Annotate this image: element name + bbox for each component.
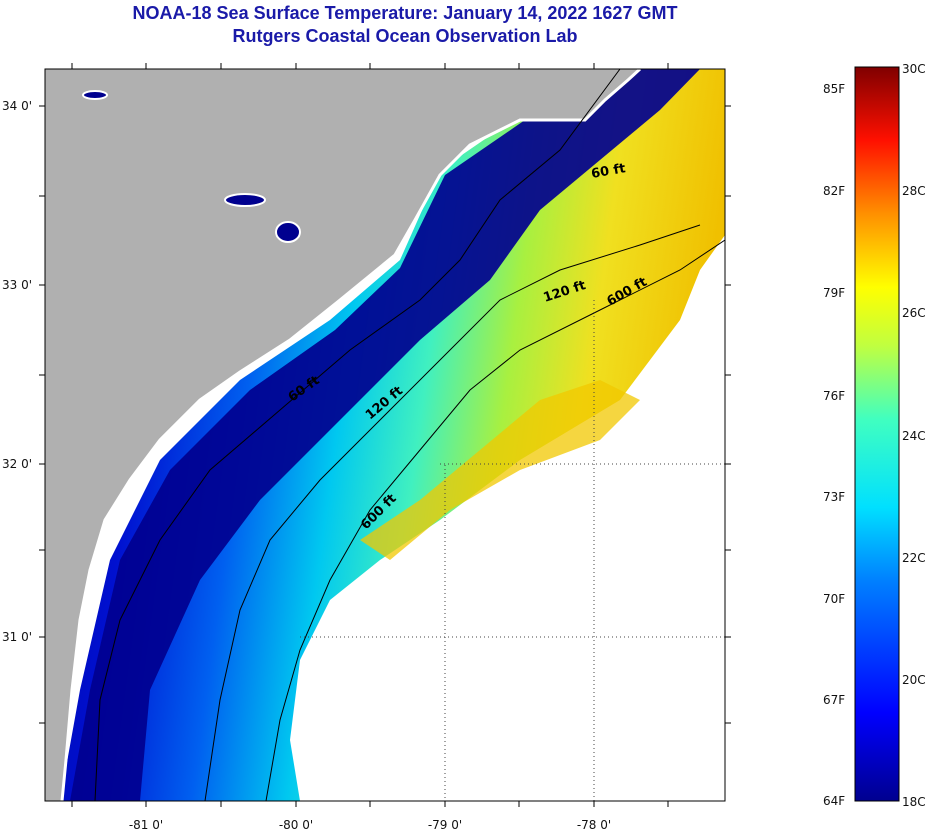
colorbar-f-label: 85F xyxy=(823,82,845,96)
colorbar-c-label: 26C xyxy=(902,306,926,320)
graticule xyxy=(300,300,725,801)
lat-label: 33 0' xyxy=(2,278,32,292)
colorbar-f-label: 64F xyxy=(823,794,845,808)
lake xyxy=(82,90,108,100)
colorbar-c-label: 30C xyxy=(902,62,926,76)
colorbar-c-label: 28C xyxy=(902,184,926,198)
coastline xyxy=(60,69,642,801)
land xyxy=(45,69,640,801)
colorbar-f-label: 82F xyxy=(823,184,845,198)
colorbar-f-label: 67F xyxy=(823,693,845,707)
lon-label: -78 0' xyxy=(577,818,611,832)
axis-ticks xyxy=(39,63,731,807)
map-title: NOAA-18 Sea Surface Temperature: January… xyxy=(132,3,678,23)
contour-label-60ft: 60 ft xyxy=(590,161,627,182)
map-frame xyxy=(44,68,726,802)
colorbar-f-label: 76F xyxy=(823,389,845,403)
shelf-water xyxy=(60,69,725,801)
lat-label: 34 0' xyxy=(2,99,32,113)
colorbar-c-label: 18C xyxy=(902,795,926,809)
color-bar xyxy=(854,66,900,802)
map-subtitle: Rutgers Coastal Ocean Observation Lab xyxy=(232,26,578,46)
lake xyxy=(275,221,301,243)
colorbar-f-label: 73F xyxy=(823,490,845,504)
colorbar-f-label: 70F xyxy=(823,592,845,606)
contour-600ft xyxy=(265,239,725,801)
cold-nearshore-band xyxy=(70,69,700,801)
contour-60ft xyxy=(94,69,621,801)
lat-label: 31 0' xyxy=(2,630,32,644)
colorbar-c-label: 22C xyxy=(902,551,926,565)
colorbar-c-label: 24C xyxy=(902,429,926,443)
lat-label: 32 0' xyxy=(2,457,32,471)
contour-120ft xyxy=(204,224,701,801)
colorbar-c-label: 20C xyxy=(902,673,926,687)
lon-label: -79 0' xyxy=(428,818,462,832)
lon-label: -80 0' xyxy=(279,818,313,832)
lon-label: -81 0' xyxy=(129,818,163,832)
lake xyxy=(224,193,266,207)
colorbar-f-label: 79F xyxy=(823,286,845,300)
warm-offshore-patch xyxy=(360,380,640,560)
